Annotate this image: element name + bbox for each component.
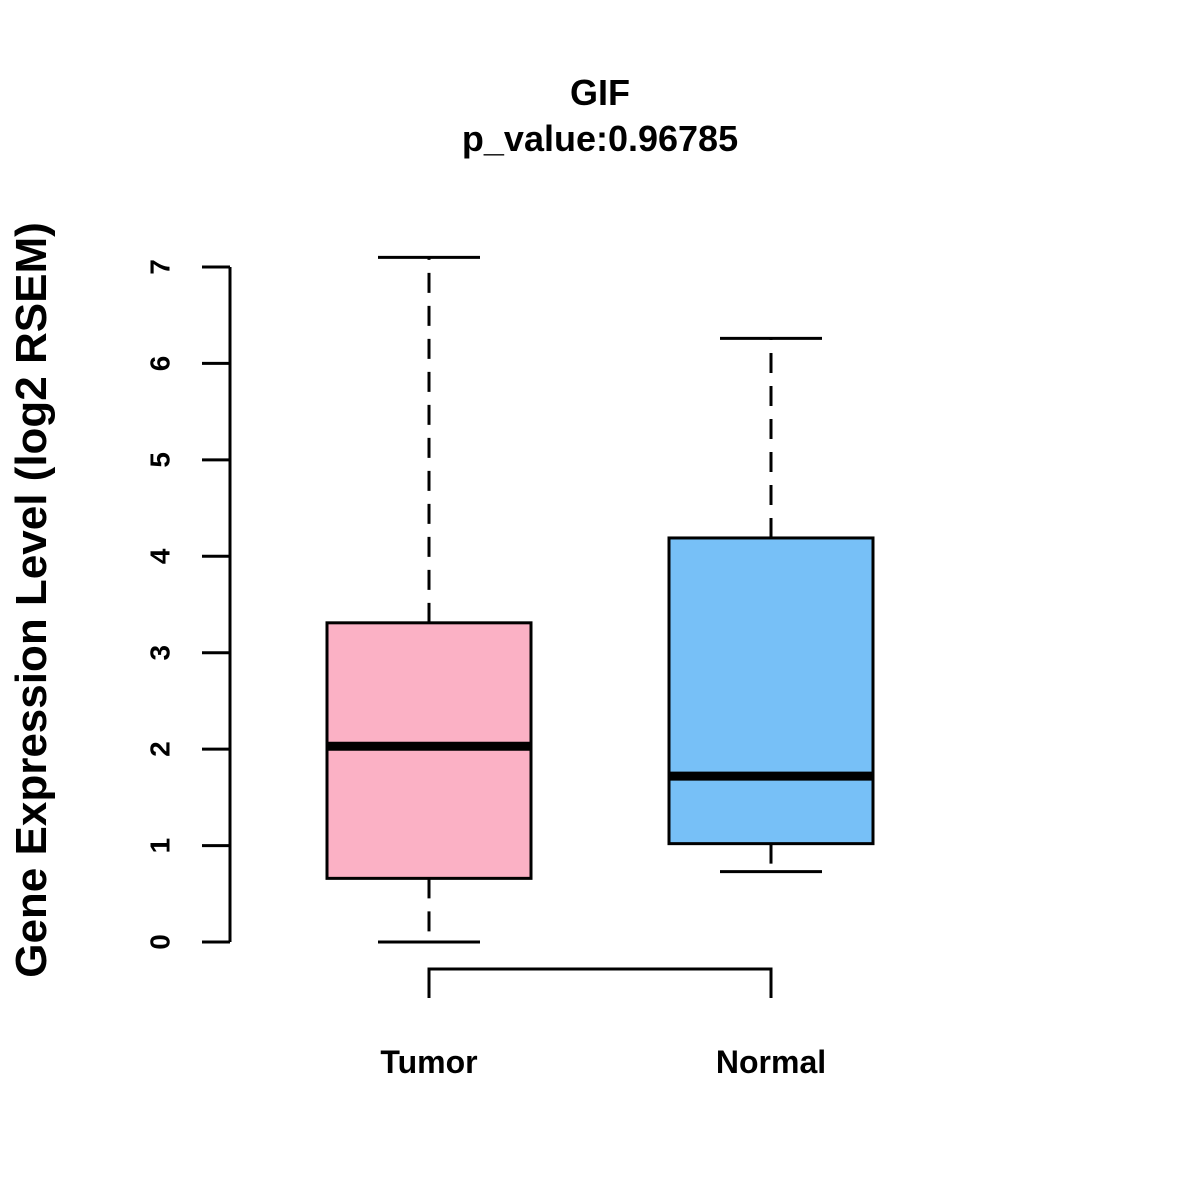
box-iqr <box>667 536 875 846</box>
x-label-tumor: Tumor <box>380 1044 477 1080</box>
y-tick-label: 1 <box>144 838 175 854</box>
box-tumor <box>325 255 533 944</box>
x-label-normal: Normal <box>716 1044 826 1080</box>
y-tick-label: 3 <box>144 645 175 661</box>
y-tick-label: 4 <box>144 548 175 564</box>
y-tick-label: 5 <box>144 452 175 468</box>
comparison-bracket <box>427 967 773 998</box>
y-tick-label: 7 <box>144 259 175 275</box>
boxes <box>325 255 875 944</box>
chart-subtitle: p_value:0.96785 <box>462 118 738 159</box>
y-tick-label: 0 <box>144 934 175 950</box>
y-axis: 0 1 2 3 4 5 6 7 <box>144 259 232 950</box>
box-normal <box>667 336 875 874</box>
x-axis-labels: Tumor Normal <box>380 1044 826 1080</box>
chart-title: GIF <box>570 72 630 113</box>
y-axis-label: Gene Expression Level (log2 RSEM) <box>7 222 56 978</box>
y-tick-label: 2 <box>144 741 175 757</box>
y-tick-label: 6 <box>144 356 175 372</box>
bracket-line <box>427 967 773 998</box>
